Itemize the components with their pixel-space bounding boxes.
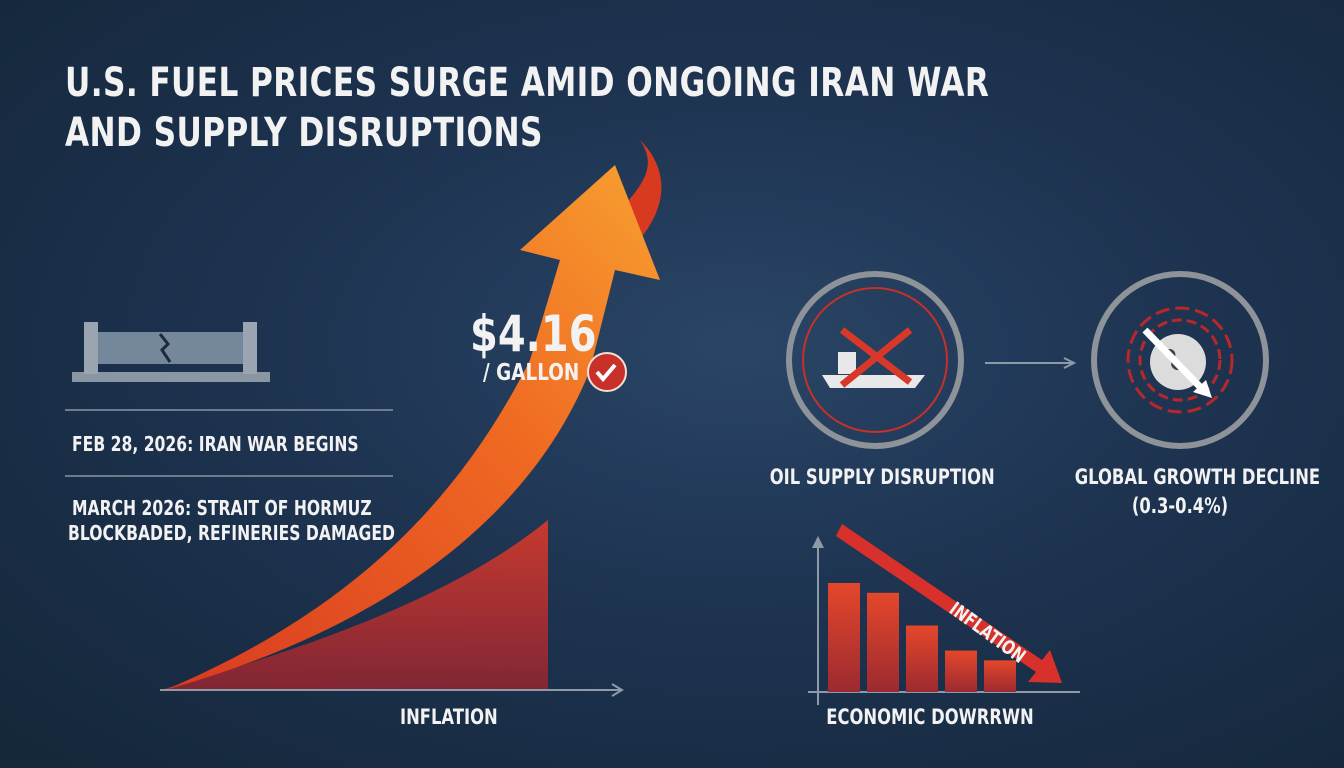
growth-decline-range: (0.3-0.4%): [1131, 494, 1229, 518]
area-fill: [160, 520, 548, 690]
page-title: U.S. FUEL PRICES SURGE AMID ONGOING IRAN…: [65, 58, 989, 158]
growth-decline-label: GLOBAL GROWTH DECLINE: [1074, 465, 1321, 489]
price-unit: / GALLON: [483, 360, 580, 386]
divider: [65, 409, 393, 411]
surge-arrow: [165, 165, 660, 690]
right-chart-xlabel: ECONOMIC DOWRRWN: [826, 705, 1034, 729]
checkmark-badge-icon: [587, 352, 627, 392]
inflation-down-arrow: [836, 524, 1062, 683]
downturn-chart: [808, 536, 1080, 705]
bar-4: [945, 650, 977, 692]
price-value: $4.16: [470, 305, 597, 363]
broken-barrier-icon: [72, 322, 270, 382]
timeline-event-1: FEB 28, 2026: IRAN WAR BEGINS: [72, 432, 359, 456]
bar-5: [984, 660, 1016, 692]
oil-supply-label: OIL SUPPLY DISRUPTION: [769, 465, 995, 489]
title-line-1: U.S. FUEL PRICES SURGE AMID ONGOING IRAN…: [65, 60, 990, 106]
timeline-event-2-line-2: BLOCKBADED, REFINERIES DAMAGED: [68, 521, 395, 545]
bar-1: [828, 583, 860, 692]
divider: [65, 475, 393, 477]
globe-decline-icon: [1091, 271, 1269, 449]
blocked-tanker-icon: [786, 271, 964, 449]
price-surge-chart: [160, 140, 662, 697]
bar-3: [906, 625, 938, 692]
timeline-event-2-line-1: MARCH 2026: STRAIT OF HORMUZ: [72, 496, 372, 520]
left-chart-xlabel: INFLATION: [400, 705, 498, 729]
bar-2: [867, 592, 899, 692]
title-line-2: AND SUPPLY DISRUPTIONS: [65, 110, 543, 156]
